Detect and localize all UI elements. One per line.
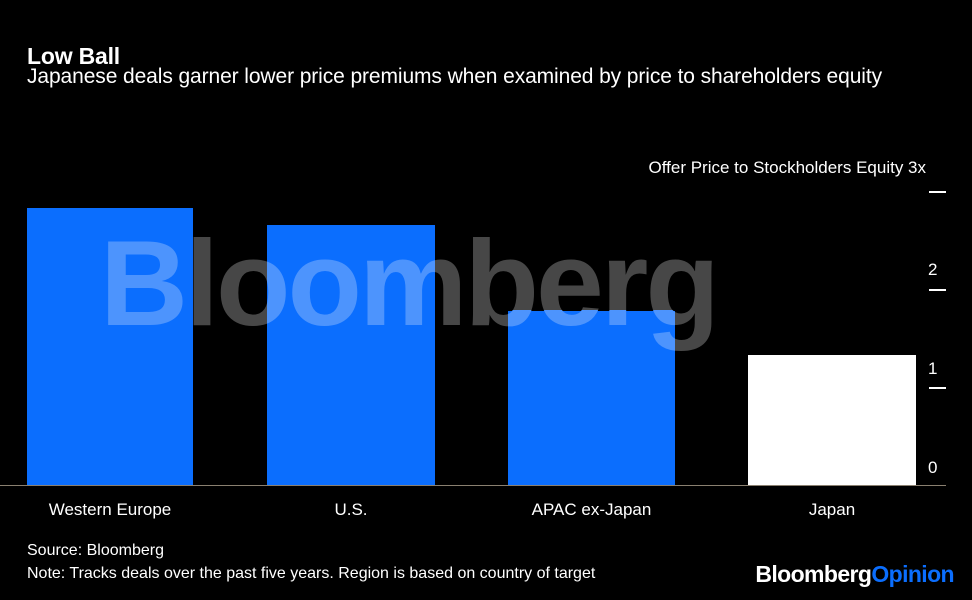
category-label-apac-ex-japan: APAC ex-Japan <box>531 500 652 519</box>
axis-title: Offer Price to Stockholders Equity 3x <box>648 158 926 177</box>
logo-bloomberg-text: Bloomberg <box>755 561 872 587</box>
source-note: Source: Bloomberg <box>27 542 164 559</box>
bar-us <box>267 225 435 486</box>
axis-baseline <box>0 485 946 486</box>
watermark-overlay-bar-2: Bloomberg <box>267 224 435 351</box>
bar-japan <box>748 355 916 486</box>
category-label-us: U.S. <box>334 500 368 519</box>
category-label-japan: Japan <box>808 500 856 519</box>
category-label-western-europe: Western Europe <box>48 500 172 519</box>
watermark-overlay-bar-1: Bloomberg <box>100 215 193 351</box>
bloomberg-opinion-logo: BloombergOpinion <box>755 563 954 586</box>
watermark-overlay-bar-3: Bloomberg <box>508 310 675 485</box>
page-subtitle: Japanese deals garner lower price premiu… <box>27 65 882 88</box>
logo-opinion-text: Opinion <box>871 561 954 587</box>
methodology-note: Note: Tracks deals over the past five ye… <box>27 565 596 582</box>
y-axis: 2 1 0 <box>920 0 972 600</box>
page-title: Low Ball <box>27 43 120 70</box>
plot-area <box>0 160 972 486</box>
bar-western-europe <box>27 208 193 486</box>
bar-apac-ex-japan <box>508 311 675 486</box>
